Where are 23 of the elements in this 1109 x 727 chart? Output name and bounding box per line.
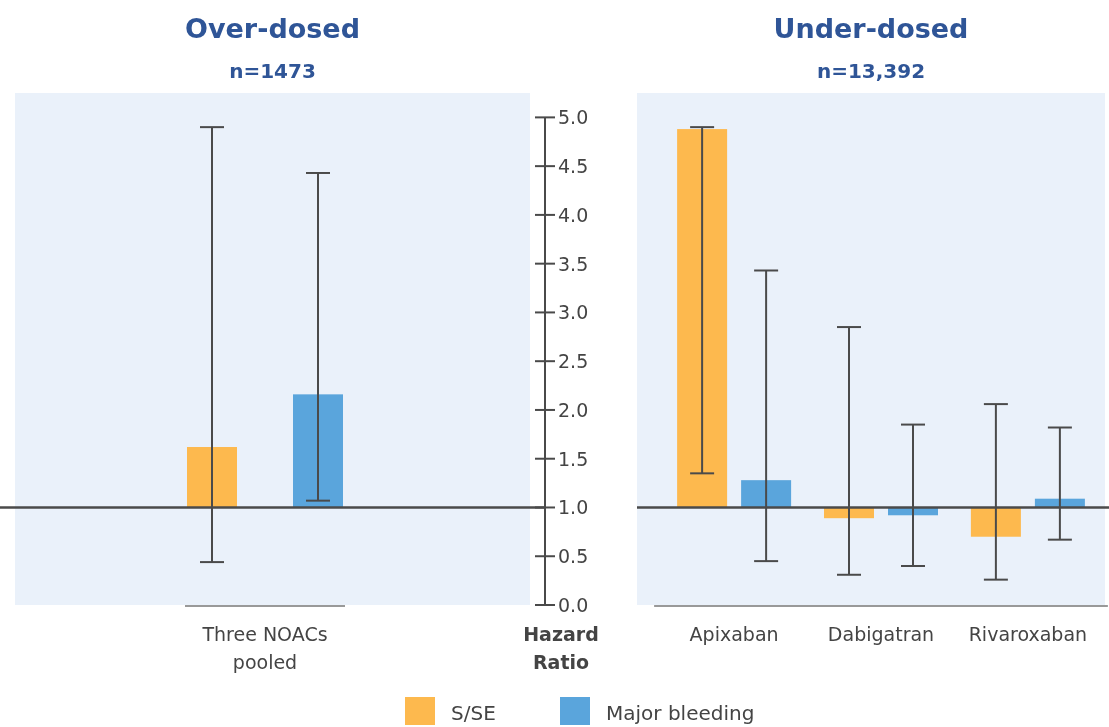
chart-subtitle: n=13,392 (816, 59, 926, 83)
y-tick-label: 5.0 (558, 106, 589, 129)
y-tick-label: 0.0 (558, 594, 589, 616)
legend-label: Major bleeding (606, 701, 755, 725)
legend-label: S/SE (451, 701, 496, 725)
x-tick-label: Three NOACs pooled (201, 623, 328, 673)
y-tick-label: 3.0 (558, 301, 589, 324)
y-tick-label: 2.0 (558, 398, 589, 421)
chart-subtitle: n=1473 (229, 59, 316, 83)
bar (677, 129, 728, 508)
x-tick-label: Apixaban (689, 623, 779, 645)
chart-title: Under-dosed (773, 13, 969, 44)
y-tick-label: 2.5 (558, 350, 589, 373)
y-tick-label: 0.5 (558, 545, 589, 568)
x-tick-label: Rivaroxaban (968, 623, 1088, 645)
y-tick-label: 4.5 (558, 155, 589, 178)
y-tick-label: 4.0 (558, 203, 589, 226)
y-tick-label: 3.5 (558, 252, 589, 275)
x-tick-label: Dabigatran (827, 623, 935, 645)
y-tick-label: 1.5 (558, 447, 589, 470)
y-axis-title: Hazard Ratio (523, 623, 599, 673)
y-tick-label: 1.0 (558, 496, 589, 519)
chart-title: Over-dosed (185, 13, 360, 44)
